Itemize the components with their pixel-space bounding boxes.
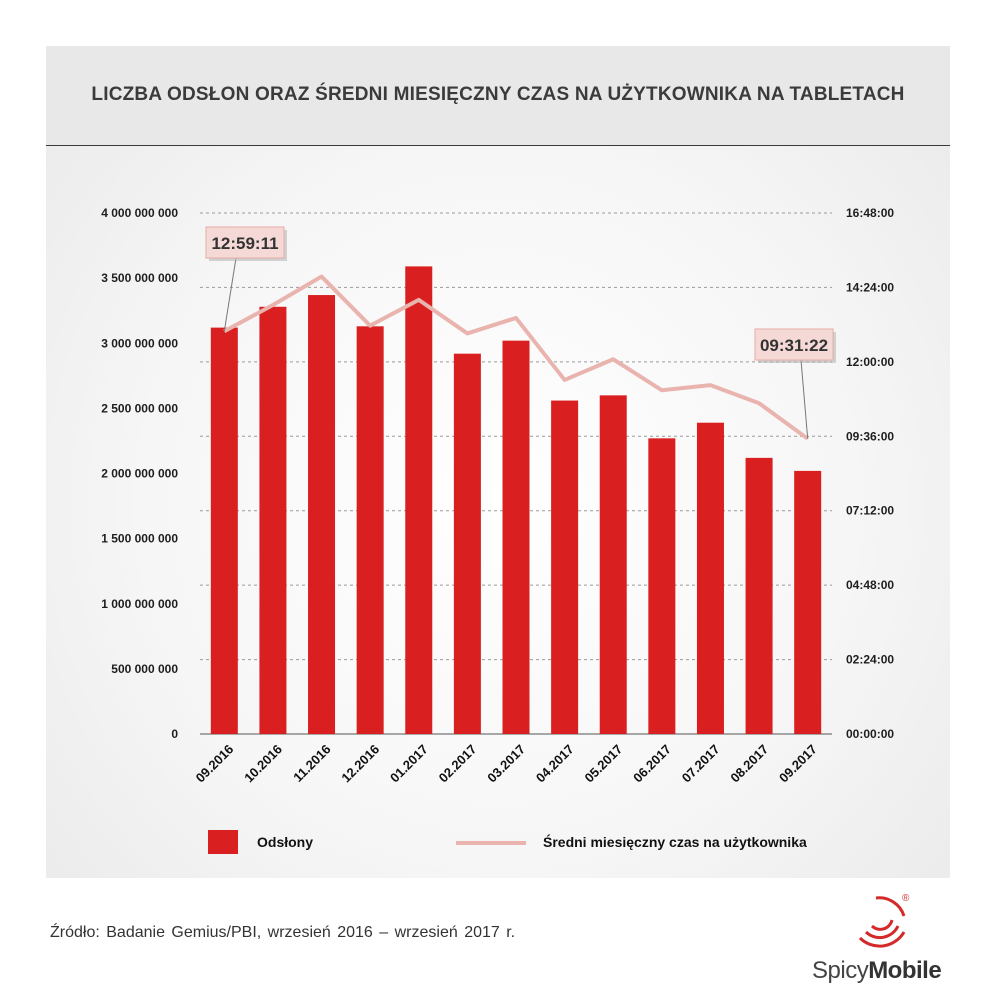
source-note: Źródło: Badanie Gemius/PBI, wrzesień 201…: [50, 924, 516, 941]
x-axis-category-label: 11.2016: [290, 742, 333, 785]
right-axis-tick-label: 04:48:00: [846, 578, 894, 592]
legend-label-line: Średni miesięczny czas na użytkownika: [543, 833, 807, 850]
left-axis-tick-label: 4 000 000 000: [101, 206, 178, 220]
right-axis-tick-label: 07:12:00: [846, 504, 894, 518]
bar: [210, 327, 238, 734]
x-axis-category-label: 10.2016: [241, 742, 285, 786]
bar: [502, 340, 530, 734]
bar: [696, 422, 724, 734]
right-axis-tick-label: 00:00:00: [846, 727, 894, 741]
x-axis-category-label: 08.2017: [727, 742, 771, 786]
bar: [599, 395, 627, 734]
x-axis-category-label: 06.2017: [630, 742, 674, 786]
x-axis-category-label: 07.2017: [679, 742, 723, 786]
right-axis-tick-label: 09:36:00: [846, 429, 894, 443]
left-axis-tick-label: 0: [171, 727, 178, 741]
x-axis-category-label: 12.2016: [338, 742, 382, 786]
logo-text-bold: Mobile: [868, 957, 942, 984]
left-axis-tick-label: 3 000 000 000: [101, 336, 178, 350]
logo-mark-icon: [858, 896, 906, 948]
title-band: LICZBA ODSŁON ORAZ ŚREDNI MIESIĘCZNY CZA…: [46, 46, 950, 146]
callout-label: 12:59:11: [211, 234, 278, 253]
bar: [794, 470, 822, 734]
left-axis-tick-label: 2 500 000 000: [101, 401, 178, 415]
left-axis-tick-label: 2 000 000 000: [101, 467, 178, 481]
right-axis-tick-label: 02:24:00: [846, 653, 894, 667]
right-axis-tick-label: 14:24:00: [846, 280, 894, 294]
bar: [551, 400, 579, 734]
chart-panel: LICZBA ODSŁON ORAZ ŚREDNI MIESIĘCZNY CZA…: [46, 46, 950, 878]
legend-label-bars: Odsłony: [257, 834, 313, 850]
callout-box: [205, 226, 285, 259]
x-axis-category-label: 05.2017: [582, 742, 626, 786]
chart-canvas: 00:00:00 02:24:00 04:48:00 07:12:00 09:36:00…: [101, 206, 894, 854]
logo-text: SpicyMobile: [812, 957, 942, 985]
left-axis-tick-label: 3 500 000 000: [101, 271, 178, 285]
bar: [308, 295, 336, 734]
logo-registered-mark: ®: [902, 893, 910, 904]
callout-box: [754, 328, 834, 361]
chart-title: LICZBA ODSŁON ORAZ ŚREDNI MIESIĘCZNY CZA…: [91, 84, 905, 105]
legend-swatch-bars: [208, 830, 238, 854]
callout-leader: [800, 359, 809, 439]
bar: [453, 353, 481, 734]
right-axis-tick-label: 12:00:00: [846, 355, 894, 369]
left-axis-tick-label: 1 000 000 000: [101, 597, 178, 611]
bar: [745, 457, 773, 734]
callout-leader: [223, 257, 237, 332]
x-axis-category-label: 01.2017: [387, 742, 431, 786]
bar: [259, 306, 287, 734]
x-axis-category-label: 04.2017: [533, 742, 577, 786]
left-axis-tick-label: 1 500 000 000: [101, 532, 178, 546]
x-axis-category-label: 03.2017: [484, 742, 528, 786]
bar: [648, 438, 676, 734]
bar: [356, 326, 384, 734]
x-axis-category-label: 02.2017: [436, 742, 480, 786]
logo-text-light: Spicy: [812, 957, 869, 984]
bar: [405, 266, 433, 734]
x-axis-category-label: 09.2016: [193, 742, 237, 786]
right-axis-tick-label: 16:48:00: [846, 206, 894, 220]
x-axis-category-label: 09.2017: [776, 742, 820, 786]
callout-label: 09:31:22: [760, 336, 828, 355]
left-axis-tick-label: 500 000 000: [111, 662, 178, 676]
